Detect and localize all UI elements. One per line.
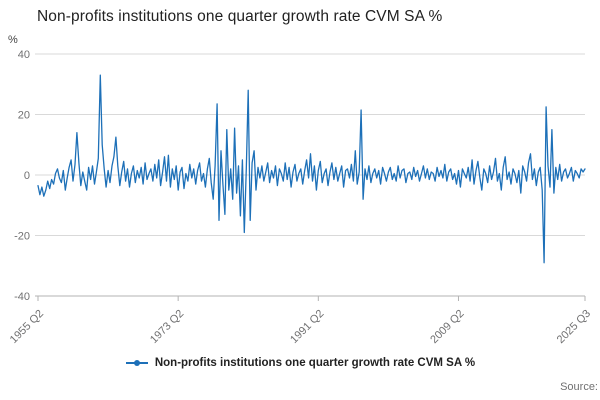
svg-text:1991 Q2: 1991 Q2: [288, 308, 326, 346]
chart-legend: Non-profits institutions one quarter gro…: [0, 357, 600, 369]
y-axis-unit-label: %: [8, 34, 18, 46]
chart-title: Non-profits institutions one quarter gro…: [37, 8, 443, 25]
svg-text:-20: -20: [14, 231, 30, 243]
svg-text:0: 0: [24, 170, 30, 182]
svg-text:2009 Q2: 2009 Q2: [428, 308, 466, 346]
legend-line-marker-icon: [125, 360, 148, 366]
legend-label: Non-profits institutions one quarter gro…: [154, 357, 476, 369]
legend-item[interactable]: Non-profits institutions one quarter gro…: [125, 357, 475, 369]
svg-text:2025 Q3: 2025 Q3: [555, 308, 593, 346]
svg-text:40: 40: [18, 49, 30, 61]
svg-text:1955 Q2: 1955 Q2: [8, 308, 46, 346]
source-label: Source:: [560, 381, 598, 393]
growth-rate-line-chart: 40 20 0 -20 -40 1955 Q2 1973 Q2 1991 Q2 2009 Q2 2…: [8, 49, 593, 346]
svg-text:1973 Q2: 1973 Q2: [148, 308, 186, 346]
svg-text:-40: -40: [14, 291, 30, 303]
svg-text:20: 20: [18, 110, 30, 122]
